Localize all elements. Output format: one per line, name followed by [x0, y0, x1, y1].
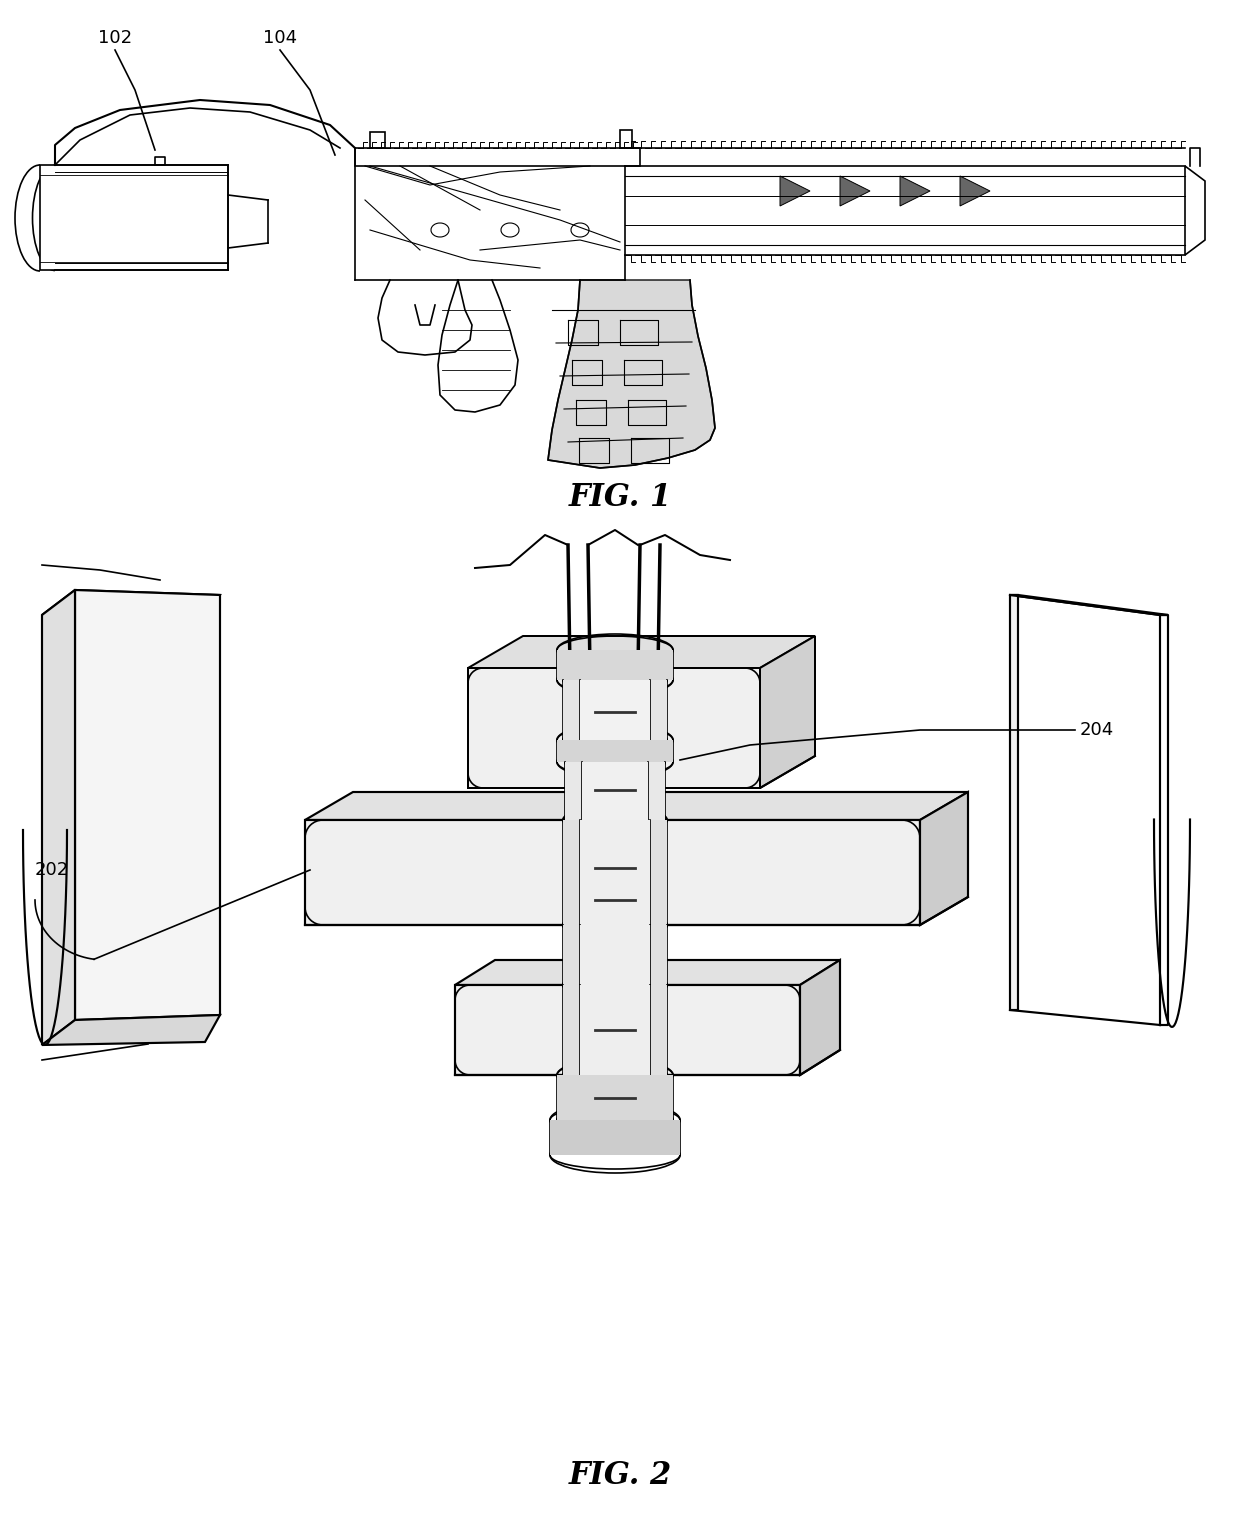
Polygon shape — [42, 1015, 219, 1045]
Text: 104: 104 — [263, 29, 298, 47]
Polygon shape — [557, 650, 673, 681]
Polygon shape — [563, 820, 667, 925]
Polygon shape — [467, 668, 760, 788]
Polygon shape — [548, 279, 715, 468]
Polygon shape — [455, 960, 839, 984]
Polygon shape — [960, 176, 990, 207]
Polygon shape — [580, 984, 650, 1075]
Polygon shape — [900, 176, 930, 207]
Polygon shape — [580, 820, 650, 925]
Polygon shape — [780, 176, 810, 207]
Polygon shape — [1011, 595, 1168, 615]
Polygon shape — [467, 636, 815, 668]
Polygon shape — [74, 589, 219, 1019]
Polygon shape — [305, 820, 920, 925]
Text: FIG. 1: FIG. 1 — [568, 483, 672, 513]
Polygon shape — [305, 791, 968, 820]
Polygon shape — [557, 740, 673, 763]
Polygon shape — [800, 960, 839, 1075]
Polygon shape — [42, 589, 74, 1045]
Polygon shape — [760, 636, 815, 788]
Text: 202: 202 — [35, 861, 69, 880]
Polygon shape — [582, 763, 649, 820]
Polygon shape — [563, 681, 667, 740]
Polygon shape — [565, 763, 665, 820]
Text: 102: 102 — [98, 29, 133, 47]
Text: FIG. 2: FIG. 2 — [568, 1460, 672, 1492]
Polygon shape — [40, 166, 228, 270]
Polygon shape — [839, 176, 870, 207]
Polygon shape — [455, 984, 800, 1075]
Polygon shape — [551, 1120, 680, 1154]
Polygon shape — [580, 925, 650, 984]
Polygon shape — [1011, 595, 1018, 1010]
Polygon shape — [563, 984, 667, 1075]
Polygon shape — [563, 925, 667, 984]
Polygon shape — [557, 1075, 673, 1120]
Polygon shape — [580, 681, 650, 740]
Polygon shape — [42, 589, 219, 621]
Polygon shape — [920, 791, 968, 925]
Text: 204: 204 — [1080, 722, 1115, 740]
